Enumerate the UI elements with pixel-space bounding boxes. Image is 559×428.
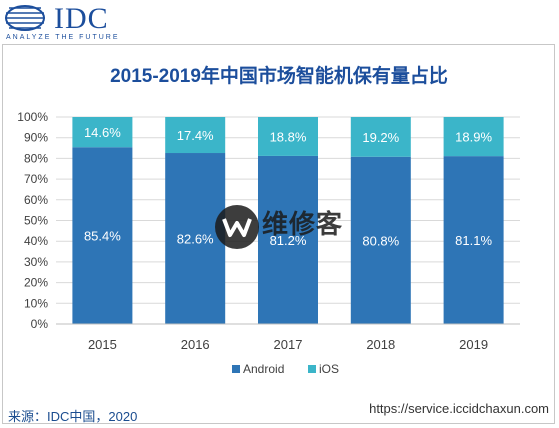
bar-android-2019 [443, 156, 504, 324]
bar-ios-2017 [258, 117, 318, 156]
x-tick-label: 2017 [274, 337, 303, 352]
y-tick-label: 40% [24, 234, 48, 248]
brand-name: IDC [54, 2, 109, 35]
bar-ios-2015 [72, 117, 133, 148]
y-tick-label: 0% [31, 317, 49, 331]
y-tick-label: 30% [24, 255, 48, 269]
data-label: 82.6% [177, 232, 214, 247]
y-tick-label: 80% [24, 151, 48, 165]
bar-android-2017 [258, 155, 318, 324]
watermark-url: https://service.iccidchaxun.com [369, 401, 549, 416]
chart-frame [2, 44, 555, 424]
x-tick-label: 2018 [366, 337, 395, 352]
data-label: 81.2% [270, 233, 307, 248]
data-label: 18.9% [455, 130, 492, 145]
bar-android-2018 [350, 156, 411, 324]
chart-title: 2015-2019年中国市场智能机保有量占比 [110, 64, 448, 87]
bars: 85.4% 14.6% 82.6% 17.4% 81.2% 18.8% 80.8% 19.2%… [72, 117, 504, 324]
header: IDC ANALYZE THE FUTURE [0, 0, 559, 41]
y-tick-label: 50% [24, 214, 48, 228]
watermark-logo-icon [215, 205, 259, 249]
bar-android-2016 [165, 153, 226, 324]
bar-ios-2019 [443, 117, 504, 157]
x-axis: 2015 2016 2017 2018 2019 [56, 323, 520, 352]
bar-ios-2018 [350, 117, 411, 157]
y-tick-label: 20% [24, 276, 48, 290]
x-tick-label: 2019 [459, 337, 488, 352]
y-tick-label: 70% [24, 172, 48, 186]
stacked-bar-chart: 2015-2019年中国市场智能机保有量占比 0% 10% 20% 30% 40% 50%… [17, 64, 520, 376]
legend-label-ios: iOS [319, 362, 339, 376]
data-label: 81.1% [455, 233, 492, 248]
legend-swatch-android [232, 365, 240, 373]
data-label: 80.8% [362, 233, 399, 248]
data-label: 19.2% [362, 130, 399, 145]
source-note: 来源：IDC中国，2020 [8, 409, 138, 424]
data-label: 85.4% [84, 229, 121, 244]
watermark-text: 维修客 [262, 209, 344, 239]
legend-swatch-ios [308, 365, 316, 373]
y-axis: 0% 10% 20% 30% 40% 50% 60% 70% 80% 90% 100% [17, 110, 48, 331]
y-tick-label: 100% [17, 110, 48, 124]
x-tick-label: 2016 [181, 337, 210, 352]
data-label: 17.4% [177, 128, 214, 143]
y-tick-label: 60% [24, 193, 48, 207]
legend: Android iOS [232, 362, 339, 376]
legend-label-android: Android [243, 362, 284, 376]
y-tick-label: 10% [24, 296, 48, 310]
bar-ios-2016 [165, 117, 226, 154]
globe-icon [5, 5, 45, 31]
bar-android-2015 [72, 147, 133, 324]
data-label: 18.8% [270, 129, 307, 144]
brand-tagline: ANALYZE THE FUTURE [6, 34, 120, 41]
x-tick-label: 2015 [88, 337, 117, 352]
y-tick-label: 90% [24, 131, 48, 145]
data-label: 14.6% [84, 125, 121, 140]
